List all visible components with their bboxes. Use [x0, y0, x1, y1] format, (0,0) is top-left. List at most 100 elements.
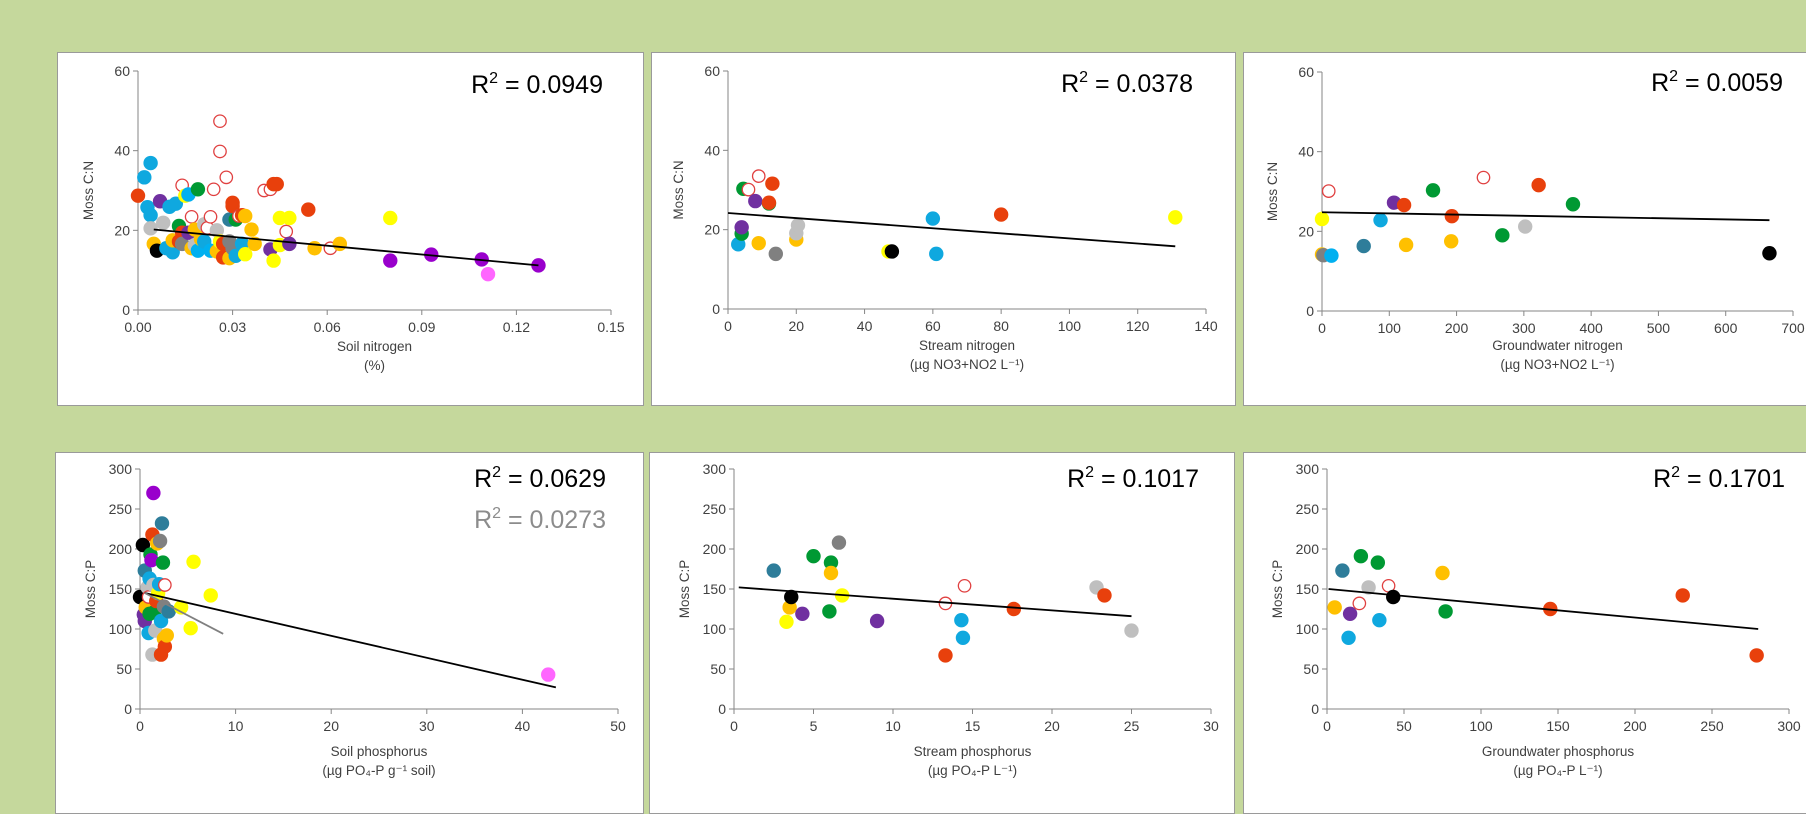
data-point [203, 209, 218, 224]
x-tick-label: 0 [1318, 320, 1326, 336]
data-point [1749, 648, 1764, 663]
chart-svg: 0 50 100 150 200 250 300 0 10 20 30 40 50 Soil phosph… [83, 461, 626, 778]
x-tick-label: 400 [1579, 320, 1603, 336]
data-point [146, 485, 161, 501]
y-tick-label: 50 [116, 661, 132, 677]
x-tick-label: 50 [610, 718, 626, 734]
x-tick-label: 0 [136, 718, 144, 734]
x-tick-label: 40 [857, 318, 873, 334]
data-point [383, 253, 398, 268]
data-point [938, 648, 953, 663]
x-tick-label: 0.15 [597, 319, 624, 335]
y-tick-label: 100 [109, 621, 133, 637]
y-tick-label: 200 [109, 541, 133, 557]
y-tick-label: 20 [704, 222, 720, 238]
y-tick-label: 200 [703, 541, 727, 557]
data-point [143, 207, 158, 223]
x-axis-label: Stream phosphorus [914, 744, 1032, 759]
data-point [203, 588, 218, 603]
y-tick-label: 100 [1296, 621, 1320, 637]
data-point [144, 553, 159, 568]
y-tick-label: 20 [114, 222, 130, 238]
x-axis-label: Stream nitrogen [919, 338, 1015, 353]
x-tick-label: 300 [1512, 320, 1536, 336]
x-axis-label-units: (%) [364, 358, 385, 373]
data-point [247, 236, 262, 252]
data-point [823, 565, 839, 581]
y-tick-label: 50 [1303, 661, 1319, 677]
chart-panel-soil-nitrogen: 0 20 40 60 0.00 0.03 0.06 0.09 0.12 0.15 Soil nitr… [57, 52, 644, 406]
x-tick-label: 500 [1647, 320, 1671, 336]
data-point [156, 215, 171, 230]
data-point [1361, 580, 1376, 595]
y-tick-label: 250 [1296, 501, 1320, 517]
data-point [993, 207, 1009, 222]
x-tick-label: 250 [1700, 718, 1724, 734]
x-axis-label: Groundwater phosphorus [1482, 744, 1635, 759]
trendline [144, 592, 224, 635]
data-point [1495, 228, 1510, 243]
x-tick-label: 100 [1378, 320, 1402, 336]
x-tick-label: 0.00 [124, 319, 151, 335]
chart-panel-groundwater-phosphorus: 0 50 100 150 200 250 300 0 50 100 150 200 250 300 Grou… [1243, 452, 1806, 814]
data-point [954, 613, 969, 628]
chart-svg: 0 20 40 60 0.00 0.03 0.06 0.09 0.12 0.15 Soil nitr… [81, 63, 625, 373]
data-point [823, 555, 839, 570]
data-point [130, 188, 146, 203]
data-point [1353, 549, 1369, 564]
trendline [144, 592, 557, 689]
x-tick-label: 200 [1623, 718, 1647, 734]
data-point [869, 613, 885, 629]
data-point [884, 244, 900, 259]
x-tick-label: 0.03 [219, 319, 246, 335]
data-point [1335, 563, 1350, 578]
y-tick-label: 0 [122, 302, 130, 318]
y-axis-label: Moss C:N [81, 161, 96, 220]
y-tick-label: 0 [1306, 303, 1314, 319]
data-point [383, 210, 398, 226]
y-axis-label: Moss C:P [83, 560, 98, 619]
y-tick-label: 250 [703, 501, 727, 517]
x-tick-label: 60 [925, 318, 941, 334]
chart-panel-soil-phosphorus: 0 50 100 150 200 250 300 0 10 20 30 40 50 Soil phosph… [55, 452, 644, 814]
data-point [806, 549, 821, 564]
data-point [1370, 555, 1386, 570]
data-point [822, 604, 837, 619]
data-point [238, 208, 253, 224]
x-axis-label: Soil phosphorus [331, 744, 428, 759]
data-point [135, 537, 151, 553]
data-point [925, 211, 941, 226]
y-tick-label: 250 [109, 501, 133, 517]
y-tick-label: 60 [704, 63, 720, 79]
y-tick-label: 40 [704, 142, 720, 158]
data-point [1097, 588, 1112, 603]
x-tick-label: 200 [1445, 320, 1469, 336]
x-tick-label: 100 [1058, 318, 1082, 334]
x-tick-label: 10 [885, 718, 901, 734]
data-point [955, 630, 971, 645]
data-point [143, 155, 158, 171]
data-point [1438, 604, 1453, 619]
data-point [152, 533, 168, 549]
x-tick-label: 0 [724, 318, 732, 334]
data-point [282, 236, 297, 252]
y-tick-label: 0 [1311, 701, 1319, 717]
x-axis-label-units: (µg PO₄-P L⁻¹) [928, 763, 1017, 778]
x-tick-label: 30 [1203, 718, 1219, 734]
x-tick-label: 20 [323, 718, 339, 734]
data-point [213, 144, 227, 159]
data-point [1372, 613, 1387, 628]
trendline [153, 228, 539, 267]
data-point [765, 176, 780, 191]
data-point [1396, 197, 1412, 213]
r-squared-label: R2 = 0.0059 [1651, 68, 1783, 97]
y-tick-label: 0 [124, 701, 132, 717]
x-tick-label: 10 [228, 718, 244, 734]
trendline [738, 586, 1132, 618]
data-point [734, 220, 749, 235]
x-tick-label: 120 [1126, 318, 1150, 334]
data-point [784, 589, 799, 605]
chart-panel-stream-nitrogen: 0 20 40 60 0 20 40 60 80 100 120 140 Stream nitrogen… [651, 52, 1236, 406]
data-point [1124, 623, 1139, 638]
